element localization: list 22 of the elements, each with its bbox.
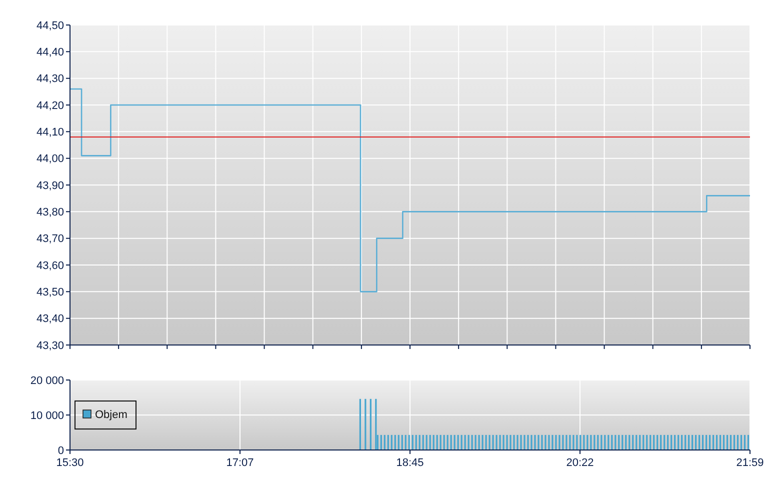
y-tick-label: 44,00 [36, 153, 64, 166]
y-tick-label: 44,20 [36, 100, 64, 112]
y-tick-label: 43,30 [36, 340, 64, 352]
y-tick-label: 44,30 [36, 73, 64, 86]
y-tick-label: 10 000 [30, 410, 64, 422]
y-tick-label: 43,90 [36, 180, 64, 192]
y-tick-label: 20 000 [30, 374, 64, 387]
y-tick-label: 44,50 [36, 20, 64, 32]
legend-label: Objem [95, 409, 128, 421]
y-tick-label: 43,60 [36, 260, 64, 272]
x-tick-label: 21:59 [736, 457, 764, 469]
x-tick-label: 17:07 [226, 457, 254, 469]
y-tick-label: 43,70 [36, 233, 64, 246]
x-tick-label: 15:30 [56, 457, 84, 469]
y-tick-label: 43,50 [36, 286, 64, 299]
x-tick-label: 20:22 [566, 457, 594, 469]
y-tick-label: 0 [58, 444, 64, 457]
y-tick-label: 43,40 [36, 313, 64, 326]
y-tick-label: 43,80 [36, 206, 64, 219]
x-tick-label: 18:45 [396, 457, 424, 469]
y-tick-label: 44,10 [36, 126, 64, 139]
y-tick-label: 44,40 [36, 46, 64, 59]
